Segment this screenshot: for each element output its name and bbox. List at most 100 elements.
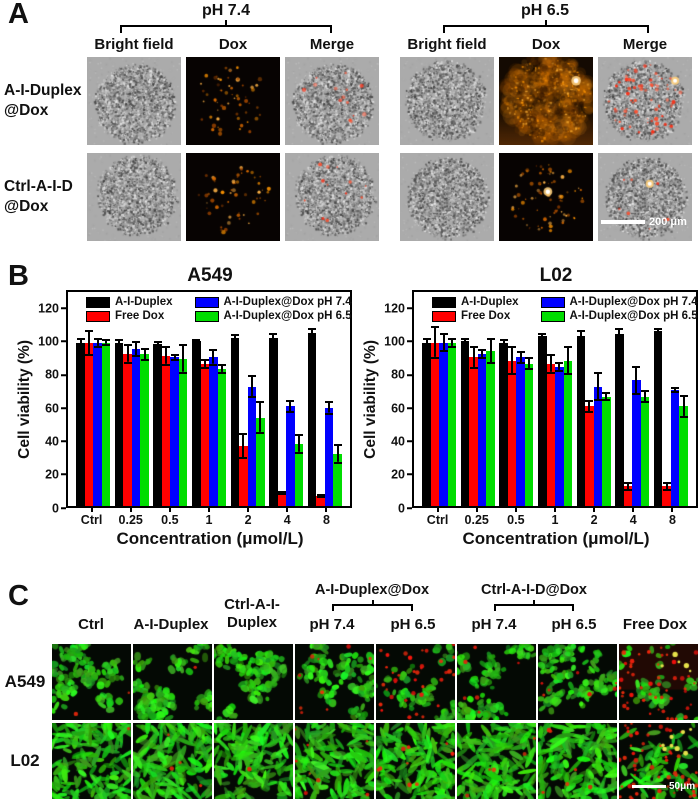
error-bar: [640, 390, 649, 404]
bar-group-0.5: [151, 292, 190, 506]
bar-Free Dox-0.5: [161, 292, 171, 506]
y-tick-80: 80: [45, 367, 66, 382]
bar-rect: [516, 357, 525, 506]
error-bar: [217, 363, 226, 374]
col-header-g2-ph65: pH 6.5: [551, 616, 597, 633]
bar-Free Dox-0.25: [469, 292, 478, 506]
cells-l02-aid-dox-ph65: [376, 723, 455, 799]
legend-item: Free Dox: [432, 310, 519, 322]
error-bar: [461, 337, 470, 345]
panel-a: A pH 7.4 pH 6.5 Bright field Dox Merge B…: [0, 0, 700, 258]
error-bar: [239, 432, 248, 459]
bar-rect: [662, 486, 671, 506]
bar-A-I-Duplex@Dox pH 6.5-8: [679, 292, 688, 506]
x-tick-Ctrl: Ctrl: [418, 508, 457, 528]
bar-rect: [615, 334, 624, 506]
bar-A-I-Duplex@Dox pH 6.5-0.5: [178, 292, 188, 506]
bar-A-I-Duplex@Dox pH 7.4-0.5: [516, 292, 525, 506]
x-axis-label: Concentration (μmol/L): [116, 529, 304, 548]
bar-group-2: [574, 292, 613, 506]
bar-Free Dox-1: [546, 292, 556, 506]
error-bar: [585, 399, 594, 413]
brightfield-spheroid-ph74-ctrl: [87, 153, 181, 241]
y-tick-0: 0: [52, 500, 66, 515]
bar-group-Ctrl: [74, 292, 113, 506]
brightfield-spheroid-ph74-aiduplex: [87, 57, 181, 145]
brightfield-spheroid-ph65-ctrl: [400, 153, 494, 241]
y-tick-100: 100: [384, 334, 412, 349]
merge-ph65-ctrl: [598, 153, 692, 241]
microscopy-tiles-row1: [87, 57, 692, 145]
bar-rect: [546, 363, 556, 506]
dox-fluorescence-ph74-aiduplex: [186, 57, 280, 145]
bar-A-I-Duplex@Dox pH 6.5-0.25: [486, 292, 495, 506]
group1-bracket: [332, 600, 413, 611]
bar-group-1: [536, 292, 575, 506]
bar-A-I-Duplex@Dox pH 6.5-0.25: [140, 292, 149, 506]
group-header-aiduplex-dox: A-I-Duplex@Dox: [314, 582, 430, 598]
bar-rect: [555, 367, 564, 506]
bar-A-I-Duplex@Dox pH 7.4-8: [324, 292, 334, 506]
bar-A-I-Duplex@Dox pH 6.5-8: [333, 292, 342, 506]
bar-A-I-Duplex@Dox pH 7.4-0.25: [131, 292, 141, 506]
plot-area: A-I-Duplex Free Dox A-I-Duplex@Dox pH 7.4 A…: [66, 290, 352, 508]
bar-rect: [333, 453, 342, 506]
bar-A-I-Duplex-8: [307, 292, 317, 506]
bar-rect: [679, 406, 688, 506]
error-bar: [662, 481, 671, 492]
panel-a-row-ctrlaid: Ctrl-A-I-D @Dox 200 μm: [0, 153, 700, 241]
x-tick-0.25: 0.25: [111, 508, 150, 528]
col-header-aiduplex: A-I-Duplex: [133, 616, 209, 633]
cell-images-row-a549: [52, 644, 698, 720]
bar-A-I-Duplex-Ctrl: [76, 292, 85, 506]
error-bar: [671, 386, 679, 394]
error-bar: [602, 391, 611, 402]
bar-A-I-Duplex@Dox pH 7.4-Ctrl: [439, 292, 448, 506]
bar-Free Dox-0.5: [507, 292, 517, 506]
cells-a549-ctrlaid-dox-ph74: [457, 644, 536, 720]
bar-rect: [84, 342, 94, 506]
legend-item: A-I-Duplex@Dox pH 6.5: [540, 310, 698, 322]
panel-c: C Ctrl A-I-Duplex Ctrl-A-I- Duplex A-I-D…: [0, 576, 700, 805]
bar-A-I-Duplex@Dox pH 7.4-4: [632, 292, 641, 506]
ph65-bracket: [443, 20, 649, 33]
cells-l02-aiduplex: [133, 723, 212, 799]
error-bar: [546, 354, 555, 374]
bar-A-I-Duplex-1: [538, 292, 547, 506]
row-label-a549: A549: [4, 672, 46, 691]
legend-swatch: [540, 310, 565, 322]
col-header-brightfield-1: Bright field: [94, 36, 174, 53]
legend-swatch: [432, 310, 456, 322]
x-axis-label: Concentration (μmol/L): [462, 529, 650, 548]
bar-rect: [217, 368, 227, 506]
error-bar: [230, 334, 239, 342]
bar-Free Dox-2: [585, 292, 594, 506]
bar-rect: [161, 355, 171, 506]
legend-label: A-I-Duplex: [115, 296, 173, 308]
bar-group-Ctrl: [420, 292, 459, 506]
error-bar: [486, 337, 495, 364]
error-bar: [308, 327, 316, 338]
bar-group-4: [613, 292, 652, 506]
cells-a549-aiduplex: [133, 644, 212, 720]
bar-rect: [585, 406, 594, 506]
cells-l02-ctrl-aid: [214, 723, 293, 799]
bar-rect: [430, 342, 440, 506]
error-bar: [654, 327, 662, 335]
dox-fluorescence-ph74-ctrl: [186, 153, 280, 241]
legend-label: A-I-Duplex@Dox pH 7.4: [569, 296, 698, 308]
bar-A-I-Duplex-1: [192, 292, 201, 506]
error-bar: [576, 329, 585, 343]
error-bar: [422, 337, 431, 348]
x-tick-0.5: 0.5: [496, 508, 535, 528]
col-header-dox-1: Dox: [218, 36, 248, 53]
cells-a549-aid-dox-ph74: [295, 644, 374, 720]
y-tick-60: 60: [391, 400, 412, 415]
bar-A-I-Duplex-0.25: [460, 292, 470, 506]
legend-label: Free Dox: [115, 310, 165, 322]
error-bar: [179, 344, 188, 374]
panel-a-letter: A: [8, 0, 29, 30]
brightfield-spheroid-ph65-aiduplex: [400, 57, 494, 145]
bar-Free Dox-Ctrl: [84, 292, 94, 506]
cells-a549-aid-dox-ph65: [376, 644, 455, 720]
